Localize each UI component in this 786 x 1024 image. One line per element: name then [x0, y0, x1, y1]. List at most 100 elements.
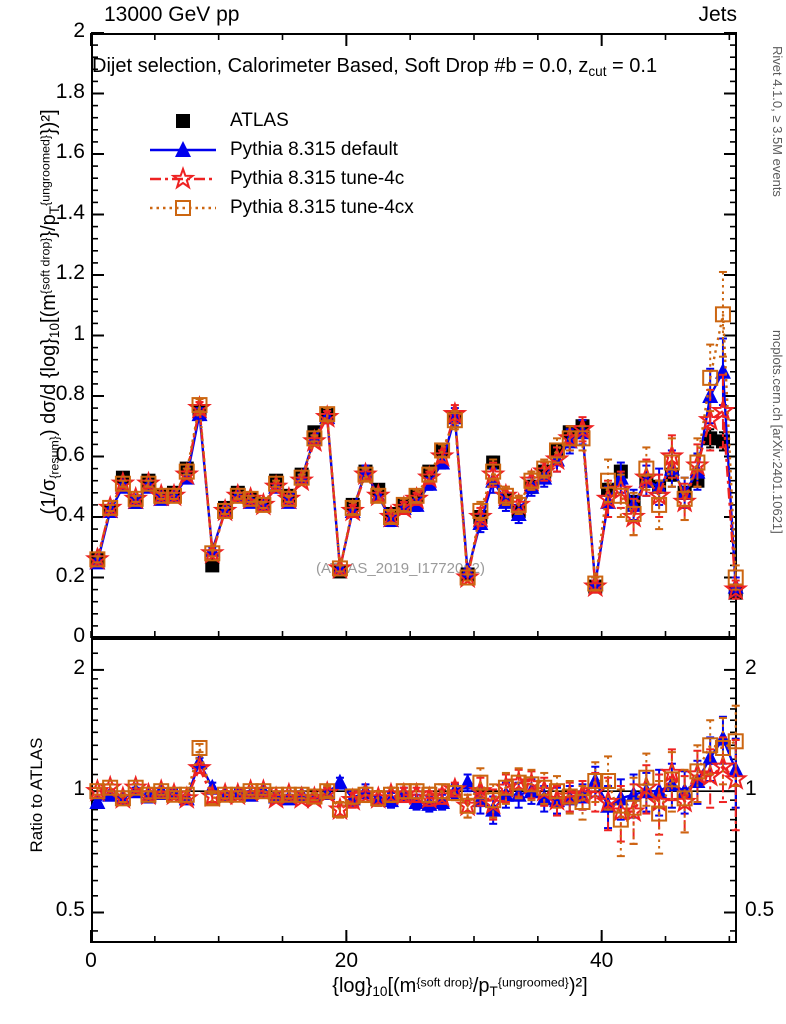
data-point-marker: [408, 783, 425, 800]
data-point-marker: [217, 502, 234, 519]
y-tick-1.2: 1.2: [55, 261, 85, 284]
x-axis-label-part: /p: [472, 975, 490, 997]
y-tick-2: 2: [73, 19, 85, 42]
x-axis-label-sup: {soft drop}: [416, 975, 473, 990]
y-tick-0: 0: [73, 624, 85, 647]
data-point-marker: [651, 805, 668, 822]
series-main-pythia-8-315-tune-4cx: [89, 270, 744, 592]
data-point-marker: [574, 430, 591, 447]
data-point-marker: [702, 369, 719, 386]
legend-item-3[interactable]: Pythia 8.315 tune-4cx: [146, 193, 414, 222]
x-tick-20: 20: [334, 949, 358, 972]
data-point-marker: [625, 505, 642, 522]
data-point-marker: [446, 412, 463, 429]
data-point-marker: [217, 786, 234, 803]
data-point-marker: [306, 430, 323, 447]
data-point-marker: [344, 499, 361, 516]
data-point-marker: [153, 783, 170, 800]
ratio-y-tick-2: 2: [73, 655, 85, 679]
data-point-marker: [561, 788, 578, 805]
data-point-marker: [600, 472, 617, 489]
y-tick-1: 1: [73, 321, 85, 345]
data-point-marker: [612, 487, 629, 504]
data-point-marker: [102, 779, 119, 796]
data-point-marker: [689, 763, 706, 780]
data-point-marker: [612, 811, 629, 828]
data-point-marker: [114, 790, 131, 807]
data-point-marker: [663, 454, 680, 471]
data-point-marker: [383, 509, 400, 525]
data-point-marker: [536, 789, 553, 806]
data-point-marker: [497, 779, 514, 796]
ratio-y-tick-1: 1: [73, 777, 85, 801]
data-point-marker: [242, 783, 259, 800]
data-point-marker: [638, 460, 655, 477]
data-point-marker: [625, 799, 642, 816]
data-point-marker: [459, 797, 476, 814]
x-axis-label-part: )²]: [568, 975, 588, 997]
series-ratio-pythia-8-315-tune-4cx: [89, 704, 744, 858]
data-point-marker: [89, 551, 106, 568]
x-axis-label-sup: {ungroomed}: [497, 975, 569, 990]
data-point-marker: [370, 790, 387, 807]
data-point-marker: [331, 801, 348, 818]
data-point-marker: [319, 406, 336, 423]
data-point-marker: [574, 794, 591, 811]
data-point-marker: [408, 487, 425, 504]
data-point-marker: [510, 774, 527, 791]
data-point-marker: [191, 397, 208, 414]
mcplots-source-label: mcplots.cern.ch [arXiv:2401.10621]: [770, 330, 785, 534]
legend: ATLAS Pythia 8.315 default Pythia 8.315 tu…: [146, 106, 414, 222]
data-point-marker: [140, 475, 157, 492]
data-point-marker: [485, 463, 502, 480]
data-point-marker: [536, 779, 553, 796]
data-point-marker: [102, 499, 119, 516]
data-point-marker: [140, 786, 157, 803]
legend-item-0[interactable]: ATLAS: [146, 106, 414, 135]
data-point-marker: [646, 482, 672, 507]
legend-item-1[interactable]: Pythia 8.315 default: [146, 135, 414, 164]
data-point-marker: [727, 569, 744, 586]
data-point-marker: [191, 739, 208, 756]
data-point-marker: [395, 496, 412, 513]
ratio-y-tick-right-0.5: 0.5: [745, 898, 775, 922]
ratio-y-tick-0.5: 0.5: [55, 898, 85, 922]
legend-key-filled-triangle-icon: [146, 138, 220, 162]
y-tick-0.4: 0.4: [55, 503, 85, 526]
data-point-marker: [89, 783, 106, 800]
data-point-marker: [175, 199, 191, 216]
data-point-marker: [268, 475, 285, 492]
data-point-marker: [229, 786, 246, 803]
data-point-marker: [319, 783, 336, 800]
data-point-marker: [170, 165, 196, 190]
data-point-marker: [459, 569, 476, 586]
data-point-marker: [178, 463, 195, 480]
data-point-marker: [255, 783, 272, 800]
data-point-marker: [472, 774, 489, 791]
ratio-y-tick-right-1: 1: [745, 777, 757, 801]
data-point-marker: [548, 442, 565, 459]
legend-item-2[interactable]: Pythia 8.315 tune-4c: [146, 164, 414, 193]
header-analysis-label: Jets: [698, 3, 737, 26]
x-tick-40: 40: [589, 949, 614, 972]
data-point-marker: [165, 487, 182, 504]
data-point-marker: [165, 786, 182, 803]
data-point-marker: [446, 784, 463, 801]
plot-title-sub: cut: [588, 63, 607, 79]
data-point-marker: [268, 786, 285, 803]
data-point-marker: [723, 766, 749, 790]
data-point-marker: [153, 487, 170, 504]
data-point-marker: [608, 476, 634, 501]
data-point-marker: [89, 793, 106, 810]
plot-title-tail: = 0.1: [606, 55, 658, 77]
x-axis-label-sub: T: [489, 983, 498, 999]
x-axis-label-part: {log}: [332, 975, 373, 997]
data-point-marker: [434, 783, 451, 800]
data-point-marker: [293, 786, 310, 803]
data-point-marker: [663, 771, 680, 788]
data-point-marker: [175, 140, 191, 157]
x-axis-label-sub: 10: [372, 983, 388, 999]
legend-label: ATLAS: [230, 109, 289, 131]
legend-label: Pythia 8.315 tune-4c: [230, 167, 405, 189]
data-point-marker: [727, 733, 744, 750]
